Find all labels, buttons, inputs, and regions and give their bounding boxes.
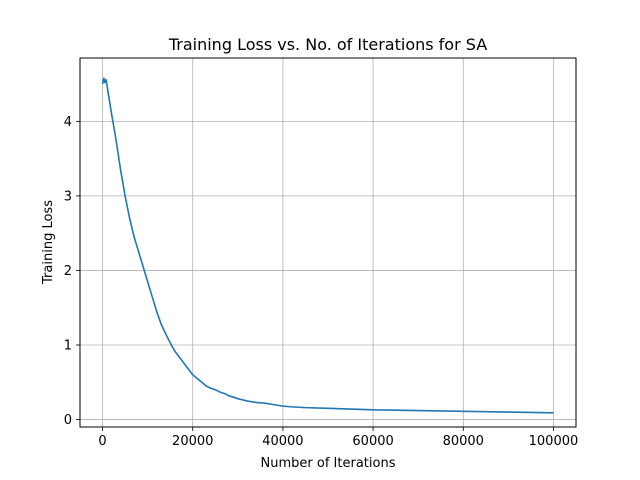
x-tick-label: 0 [98,434,106,449]
x-tick-label: 60000 [352,434,393,449]
series-layer [101,77,554,414]
x-axis-label: Number of Iterations [261,456,396,471]
loss-series-line [101,77,554,414]
grid [80,58,576,427]
y-tick-label: 1 [64,339,72,354]
x-tick-label: 80000 [443,434,484,449]
plot-frame [79,57,577,428]
x-axis: 0 20000 40000 60000 80000 100000 [98,427,578,449]
x-tick-label: 40000 [262,434,303,449]
x-tick-label: 20000 [172,434,213,449]
y-tick-label: 3 [64,189,72,204]
y-tick-label: 2 [64,264,72,279]
x-tick-label: 100000 [529,434,579,449]
y-axis-label: Training Loss [41,200,56,285]
y-axis: 0 1 2 3 4 [64,115,80,428]
y-tick-label: 4 [64,115,72,130]
y-tick-label: 0 [64,413,72,428]
chart-title: Training Loss vs. No. of Iterations for … [168,35,487,54]
